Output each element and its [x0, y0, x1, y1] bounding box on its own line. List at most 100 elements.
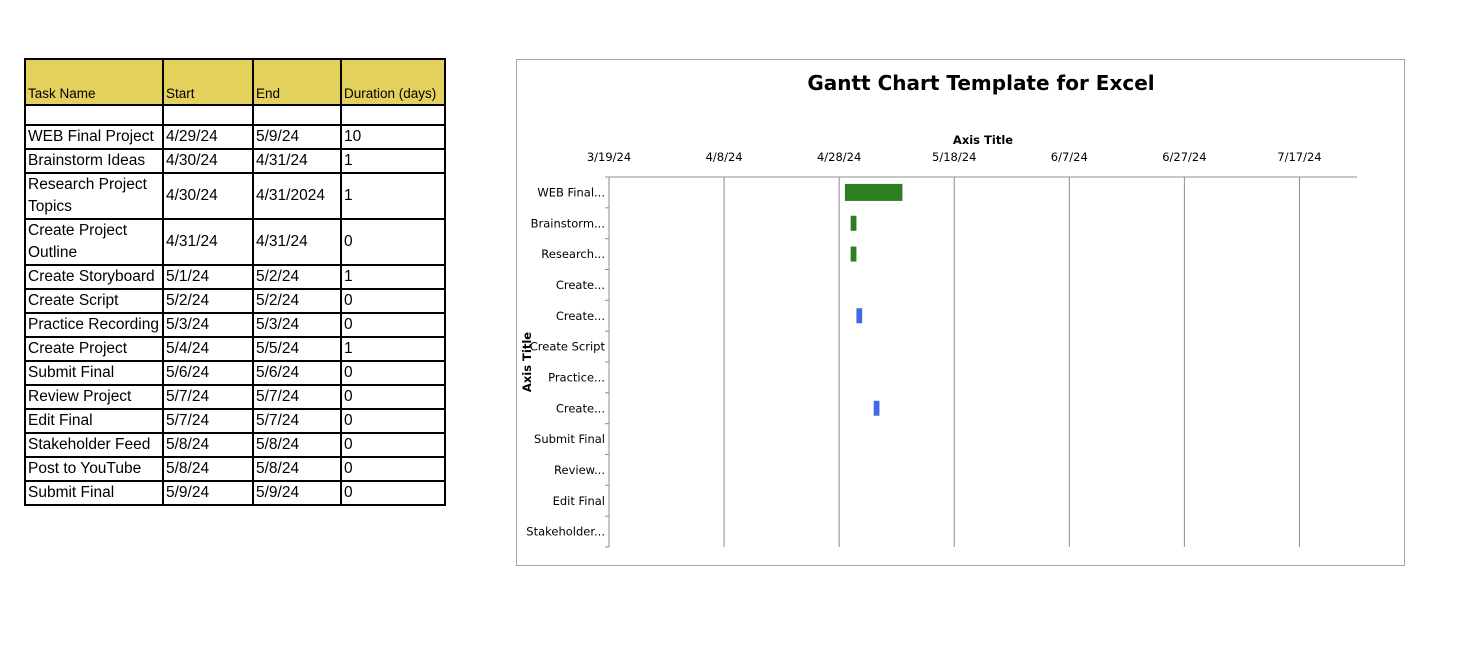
table-row: Create Script 5/2/24 5/2/24 0: [24, 288, 446, 314]
cell-duration[interactable]: 0: [340, 480, 446, 506]
table-row: [24, 104, 446, 126]
gantt-bar[interactable]: [850, 246, 857, 262]
header-end: End: [252, 58, 342, 106]
cell-end[interactable]: 5/7/24: [252, 384, 342, 410]
cell-start[interactable]: [162, 104, 254, 126]
cell-task[interactable]: Post to YouTube: [24, 456, 164, 482]
cell-end[interactable]: 5/9/24: [252, 124, 342, 150]
cell-duration[interactable]: 0: [340, 288, 446, 314]
cell-duration[interactable]: 10: [340, 124, 446, 150]
header-duration: Duration (days): [340, 58, 446, 106]
cell-end[interactable]: 5/6/24: [252, 360, 342, 386]
x-axis-title: Axis Title: [953, 133, 1013, 147]
cell-duration[interactable]: 0: [340, 218, 446, 266]
x-tick-label: 6/7/24: [1051, 150, 1088, 164]
cell-start[interactable]: 4/29/24: [162, 124, 254, 150]
x-tick-label: 5/18/24: [932, 150, 976, 164]
cell-start[interactable]: 5/2/24: [162, 288, 254, 314]
chart-title: Gantt Chart Template for Excel: [807, 71, 1154, 95]
cell-end[interactable]: 5/3/24: [252, 312, 342, 338]
gantt-bar[interactable]: [856, 308, 863, 324]
cell-task[interactable]: Create Script: [24, 288, 164, 314]
cell-duration[interactable]: [340, 104, 446, 126]
table-header-row: Task Name Start End Duration (days): [24, 58, 446, 106]
table-row: Create Project 5/4/24 5/5/24 1: [24, 336, 446, 362]
chart-canvas: Gantt Chart Template for Excel Axis Titl…: [520, 71, 1357, 548]
cell-task[interactable]: [24, 104, 164, 126]
cell-end[interactable]: 4/31/24: [252, 148, 342, 174]
cell-end[interactable]: 5/7/24: [252, 408, 342, 434]
x-tick-labels: 3/19/24 4/8/24 4/28/24 5/18/24 6/7/24 6/27/24…: [587, 150, 1322, 164]
cell-start[interactable]: 4/30/24: [162, 172, 254, 220]
cell-task[interactable]: Create Project: [24, 336, 164, 362]
cell-start[interactable]: 5/6/24: [162, 360, 254, 386]
cell-end[interactable]: 5/8/24: [252, 456, 342, 482]
cell-task[interactable]: Practice Recording: [24, 312, 164, 338]
category-label: Create...: [556, 278, 605, 292]
category-label: Edit Final: [553, 494, 605, 508]
cell-task[interactable]: Submit Final: [24, 360, 164, 386]
cell-end[interactable]: [252, 104, 342, 126]
category-label: Practice...: [548, 370, 605, 384]
cell-end[interactable]: 5/5/24: [252, 336, 342, 362]
cell-start[interactable]: 5/8/24: [162, 432, 254, 458]
x-tick-label: 4/8/24: [706, 150, 743, 164]
cell-duration[interactable]: 0: [340, 360, 446, 386]
x-tick-label: 3/19/24: [587, 150, 631, 164]
cell-duration[interactable]: 0: [340, 456, 446, 482]
table-row: Submit Final 5/6/24 5/6/24 0: [24, 360, 446, 386]
cell-duration[interactable]: 0: [340, 432, 446, 458]
x-tick-label: 7/17/24: [1277, 150, 1321, 164]
cell-duration[interactable]: 0: [340, 384, 446, 410]
cell-duration[interactable]: 0: [340, 408, 446, 434]
cell-start[interactable]: 5/4/24: [162, 336, 254, 362]
category-label: Stakeholder...: [526, 525, 605, 539]
table-row: Practice Recording 5/3/24 5/3/24 0: [24, 312, 446, 338]
cell-task[interactable]: Stakeholder Feed: [24, 432, 164, 458]
gridlines: [608, 177, 1300, 547]
cell-start[interactable]: 5/9/24: [162, 480, 254, 506]
cell-task[interactable]: Review Project: [24, 384, 164, 410]
cell-start[interactable]: 4/31/24: [162, 218, 254, 266]
cell-start[interactable]: 5/3/24: [162, 312, 254, 338]
cell-end[interactable]: 5/2/24: [252, 288, 342, 314]
gantt-chart[interactable]: Gantt Chart Template for Excel Axis Titl…: [516, 59, 1405, 566]
cell-start[interactable]: 5/7/24: [162, 408, 254, 434]
category-label: Review...: [554, 463, 605, 477]
cell-task[interactable]: Edit Final: [24, 408, 164, 434]
table-row: Brainstorm Ideas 4/30/24 4/31/24 1: [24, 148, 446, 174]
cell-start[interactable]: 5/7/24: [162, 384, 254, 410]
gantt-bar[interactable]: [850, 215, 857, 231]
table-row: Submit Final 5/9/24 5/9/24 0: [24, 480, 446, 506]
table-row: Review Project 5/7/24 5/7/24 0: [24, 384, 446, 410]
header-start: Start: [162, 58, 254, 106]
cell-end[interactable]: 5/2/24: [252, 264, 342, 290]
cell-duration[interactable]: 1: [340, 172, 446, 220]
cell-duration[interactable]: 1: [340, 148, 446, 174]
cell-duration[interactable]: 1: [340, 264, 446, 290]
category-label: Create...: [556, 309, 605, 323]
gantt-bar[interactable]: [844, 183, 903, 201]
cell-duration[interactable]: 1: [340, 336, 446, 362]
cell-task[interactable]: Brainstorm Ideas: [24, 148, 164, 174]
cell-task[interactable]: Research Project Topics: [24, 172, 164, 220]
category-label: Create Script: [530, 340, 606, 354]
axes: [605, 176, 1357, 548]
table-row: Edit Final 5/7/24 5/7/24 0: [24, 408, 446, 434]
cell-task[interactable]: Create Storyboard: [24, 264, 164, 290]
cell-end[interactable]: 5/8/24: [252, 432, 342, 458]
cell-start[interactable]: 4/30/24: [162, 148, 254, 174]
category-label: Create...: [556, 401, 605, 415]
gantt-bar[interactable]: [873, 400, 880, 416]
cell-duration[interactable]: 0: [340, 312, 446, 338]
cell-task[interactable]: Create Project Outline: [24, 218, 164, 266]
cell-start[interactable]: 5/8/24: [162, 456, 254, 482]
cell-task[interactable]: Submit Final: [24, 480, 164, 506]
cell-start[interactable]: 5/1/24: [162, 264, 254, 290]
table-row: Research Project Topics 4/30/24 4/31/202…: [24, 172, 446, 220]
cell-end[interactable]: 4/31/24: [252, 218, 342, 266]
cell-task[interactable]: WEB Final Project: [24, 124, 164, 150]
cell-end[interactable]: 4/31/2024: [252, 172, 342, 220]
cell-end[interactable]: 5/9/24: [252, 480, 342, 506]
table-row: Create Project Outline 4/31/24 4/31/24 0: [24, 218, 446, 266]
